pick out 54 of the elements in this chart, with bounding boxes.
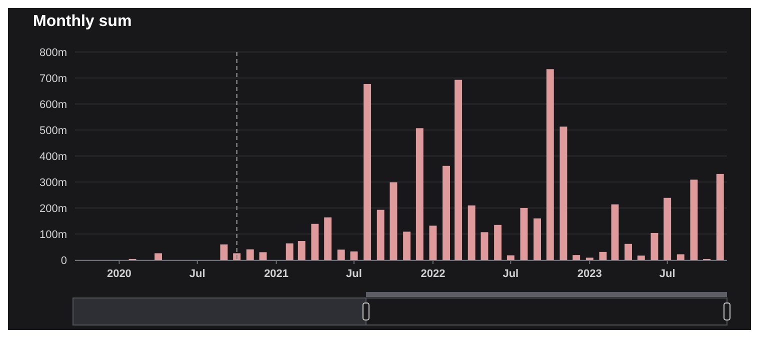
bar — [337, 250, 345, 260]
bar — [154, 253, 162, 260]
bar — [259, 252, 267, 260]
bar — [650, 232, 658, 260]
bar — [390, 182, 398, 260]
bar — [637, 256, 645, 260]
bar — [376, 210, 384, 260]
bar — [286, 243, 294, 260]
bar — [350, 251, 358, 260]
y-tick-label: 300m — [39, 176, 67, 189]
y-tick-label: 0 — [60, 254, 67, 267]
x-tick-label: 2023 — [577, 268, 602, 280]
bar — [416, 128, 424, 260]
x-tick-label: Jul — [189, 268, 206, 280]
x-tick-label: 2022 — [420, 268, 446, 280]
bar — [546, 69, 554, 260]
bar — [664, 198, 672, 260]
x-tick-label: Jul — [502, 268, 519, 280]
bar — [324, 217, 332, 260]
bar — [560, 126, 568, 260]
bar — [611, 204, 619, 260]
bar — [220, 244, 228, 260]
bar — [480, 232, 488, 260]
x-tick-label: 2021 — [264, 268, 289, 280]
x-tick-label: 2020 — [106, 268, 132, 280]
bar — [506, 255, 514, 260]
y-tick-label: 600m — [39, 98, 67, 111]
bar — [429, 226, 437, 260]
bar — [298, 241, 306, 260]
bar — [442, 166, 450, 260]
y-tick-label: 400m — [39, 150, 67, 163]
y-tick-label: 500m — [39, 124, 67, 137]
bar — [676, 254, 684, 260]
bar — [572, 255, 580, 260]
y-tick-label: 200m — [39, 202, 67, 215]
bar — [716, 174, 724, 260]
bar — [494, 224, 502, 260]
bar — [599, 252, 607, 260]
y-tick-label: 100m — [39, 228, 67, 241]
bar — [246, 249, 254, 260]
y-tick-label: 700m — [39, 72, 67, 85]
bar — [624, 244, 632, 260]
x-tick-label: Jul — [346, 268, 362, 280]
bar — [454, 80, 462, 260]
bar — [403, 232, 411, 260]
bar — [690, 180, 698, 260]
x-tick-label: Jul — [659, 268, 676, 280]
y-tick-label: 800m — [39, 46, 67, 59]
bar — [468, 205, 476, 260]
chart-title: Monthly sum — [33, 13, 132, 30]
bar — [534, 218, 542, 260]
bar — [364, 84, 372, 260]
bar — [311, 224, 319, 260]
bar — [520, 208, 528, 260]
